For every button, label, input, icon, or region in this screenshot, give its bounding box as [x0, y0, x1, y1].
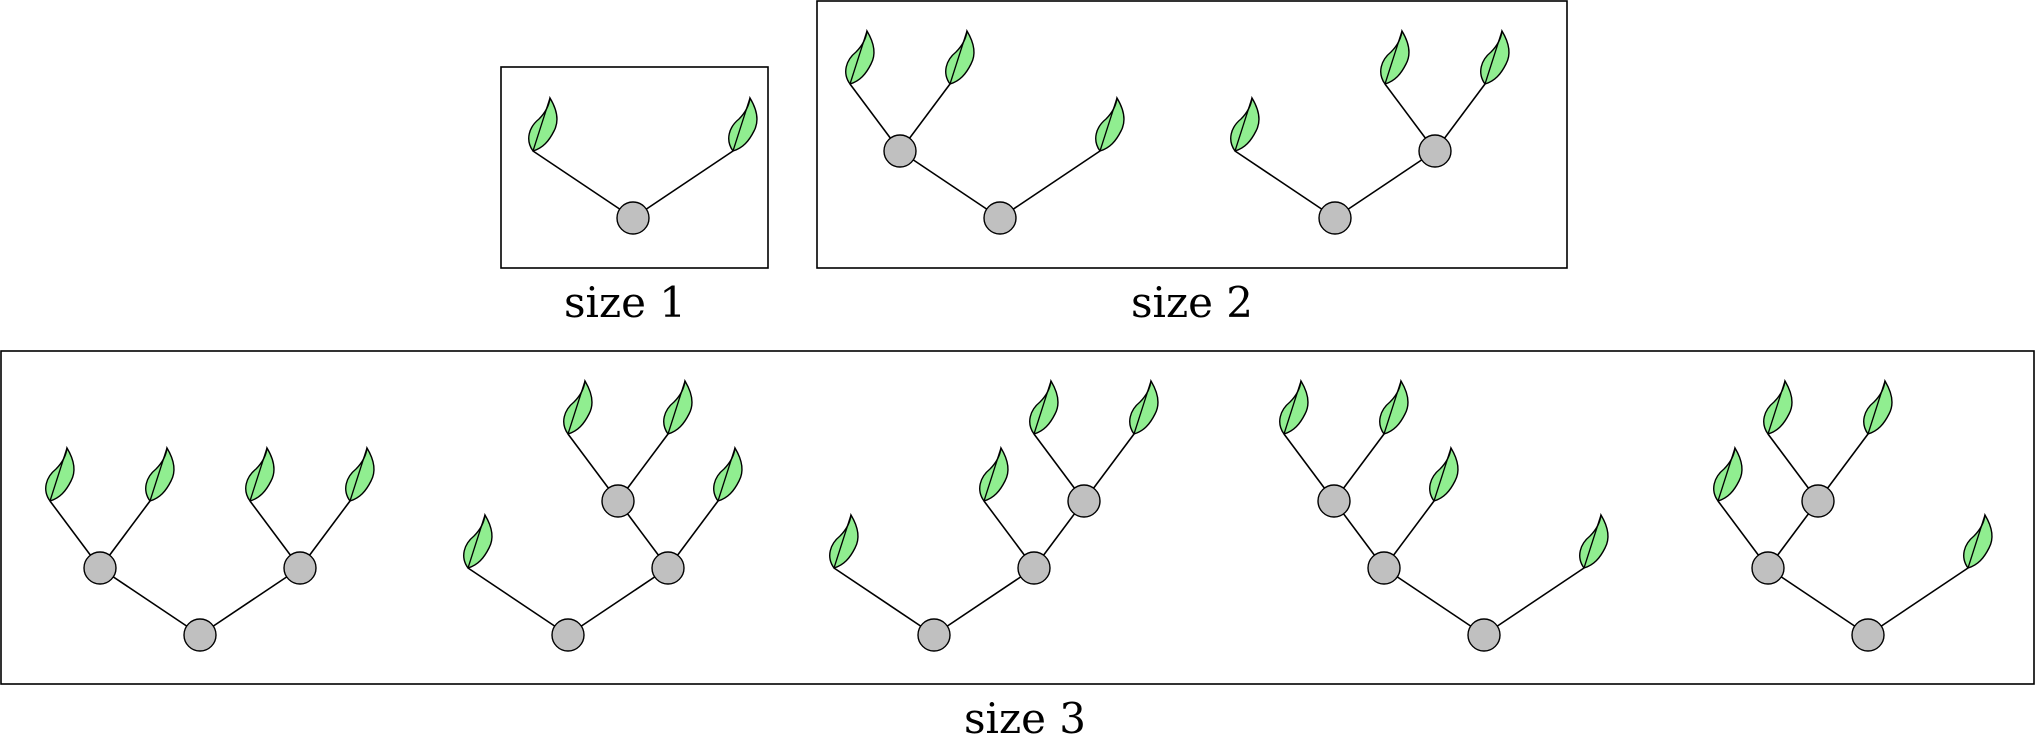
- internal-node: [1317, 484, 1351, 518]
- leaf-icon: [663, 380, 693, 435]
- leaf-icon: [1429, 447, 1459, 502]
- tree-edge: [899, 150, 1001, 219]
- caption-size-3: size 3: [964, 694, 1086, 738]
- internal-node: [1801, 484, 1835, 518]
- leaf-icon: [713, 447, 743, 502]
- leaf-icon: [45, 447, 75, 502]
- internal-node: [883, 134, 917, 168]
- internal-node: [1017, 551, 1051, 585]
- internal-node: [551, 618, 585, 652]
- leaf-icon: [1379, 380, 1409, 435]
- leaf-icon: [1963, 514, 1993, 569]
- tree-edge: [1234, 150, 1336, 219]
- tree-edge: [933, 567, 1035, 636]
- group-frame-size-1: [500, 66, 769, 269]
- leaf-icon: [1095, 97, 1125, 152]
- tree-edge: [1334, 150, 1436, 219]
- leaf-icon: [345, 447, 375, 502]
- tree-edge: [999, 150, 1101, 219]
- tree-edge: [1867, 567, 1969, 636]
- tree-edge: [833, 567, 935, 636]
- tree-3-4: [1279, 380, 1609, 652]
- tree-3-1: [45, 447, 375, 652]
- tree-1-1: [528, 97, 758, 235]
- tree-3-2: [463, 380, 743, 652]
- leaf-icon: [979, 447, 1009, 502]
- group-frame-size-2: [816, 0, 1568, 269]
- tree-2-1: [845, 30, 1125, 235]
- tree-edge: [1383, 567, 1485, 636]
- leaf-icon: [1129, 380, 1159, 435]
- internal-node: [1851, 618, 1885, 652]
- leaf-icon: [1763, 380, 1793, 435]
- tree-edge: [99, 567, 201, 636]
- tree-edge: [199, 567, 301, 636]
- leaf-icon: [1863, 380, 1893, 435]
- leaf-icon: [845, 30, 875, 85]
- internal-node: [601, 484, 635, 518]
- internal-node: [651, 551, 685, 585]
- internal-node: [1751, 551, 1785, 585]
- internal-node: [183, 618, 217, 652]
- internal-node: [83, 551, 117, 585]
- leaf-icon: [829, 514, 859, 569]
- leaf-icon: [945, 30, 975, 85]
- caption-size-2: size 2: [1131, 278, 1253, 327]
- internal-node: [917, 618, 951, 652]
- leaf-icon: [528, 97, 558, 152]
- tree-edge: [1483, 567, 1585, 636]
- internal-node: [616, 201, 650, 235]
- tree-edge: [532, 150, 634, 219]
- leaf-icon: [463, 514, 493, 569]
- tree-edge: [1767, 567, 1869, 636]
- caption-size-1: size 1: [564, 278, 686, 327]
- leaf-icon: [728, 97, 758, 152]
- tree-edge: [632, 150, 734, 219]
- tree-3-5: [1713, 380, 1993, 652]
- internal-node: [1418, 134, 1452, 168]
- internal-node: [283, 551, 317, 585]
- internal-node: [1318, 201, 1352, 235]
- leaf-icon: [1279, 380, 1309, 435]
- leaf-icon: [145, 447, 175, 502]
- leaf-icon: [1029, 380, 1059, 435]
- leaf-icon: [563, 380, 593, 435]
- leaf-icon: [1480, 30, 1510, 85]
- tree-2-2: [1230, 30, 1510, 235]
- internal-node: [1067, 484, 1101, 518]
- tree-edge: [567, 567, 669, 636]
- internal-node: [1467, 618, 1501, 652]
- tree-edge: [467, 567, 569, 636]
- internal-node: [1367, 551, 1401, 585]
- tree-3-3: [829, 380, 1159, 652]
- internal-node: [983, 201, 1017, 235]
- leaf-icon: [1579, 514, 1609, 569]
- leaf-icon: [1713, 447, 1743, 502]
- leaf-icon: [1230, 97, 1260, 152]
- leaf-icon: [245, 447, 275, 502]
- leaf-icon: [1380, 30, 1410, 85]
- group-frame-size-3: [0, 350, 2035, 685]
